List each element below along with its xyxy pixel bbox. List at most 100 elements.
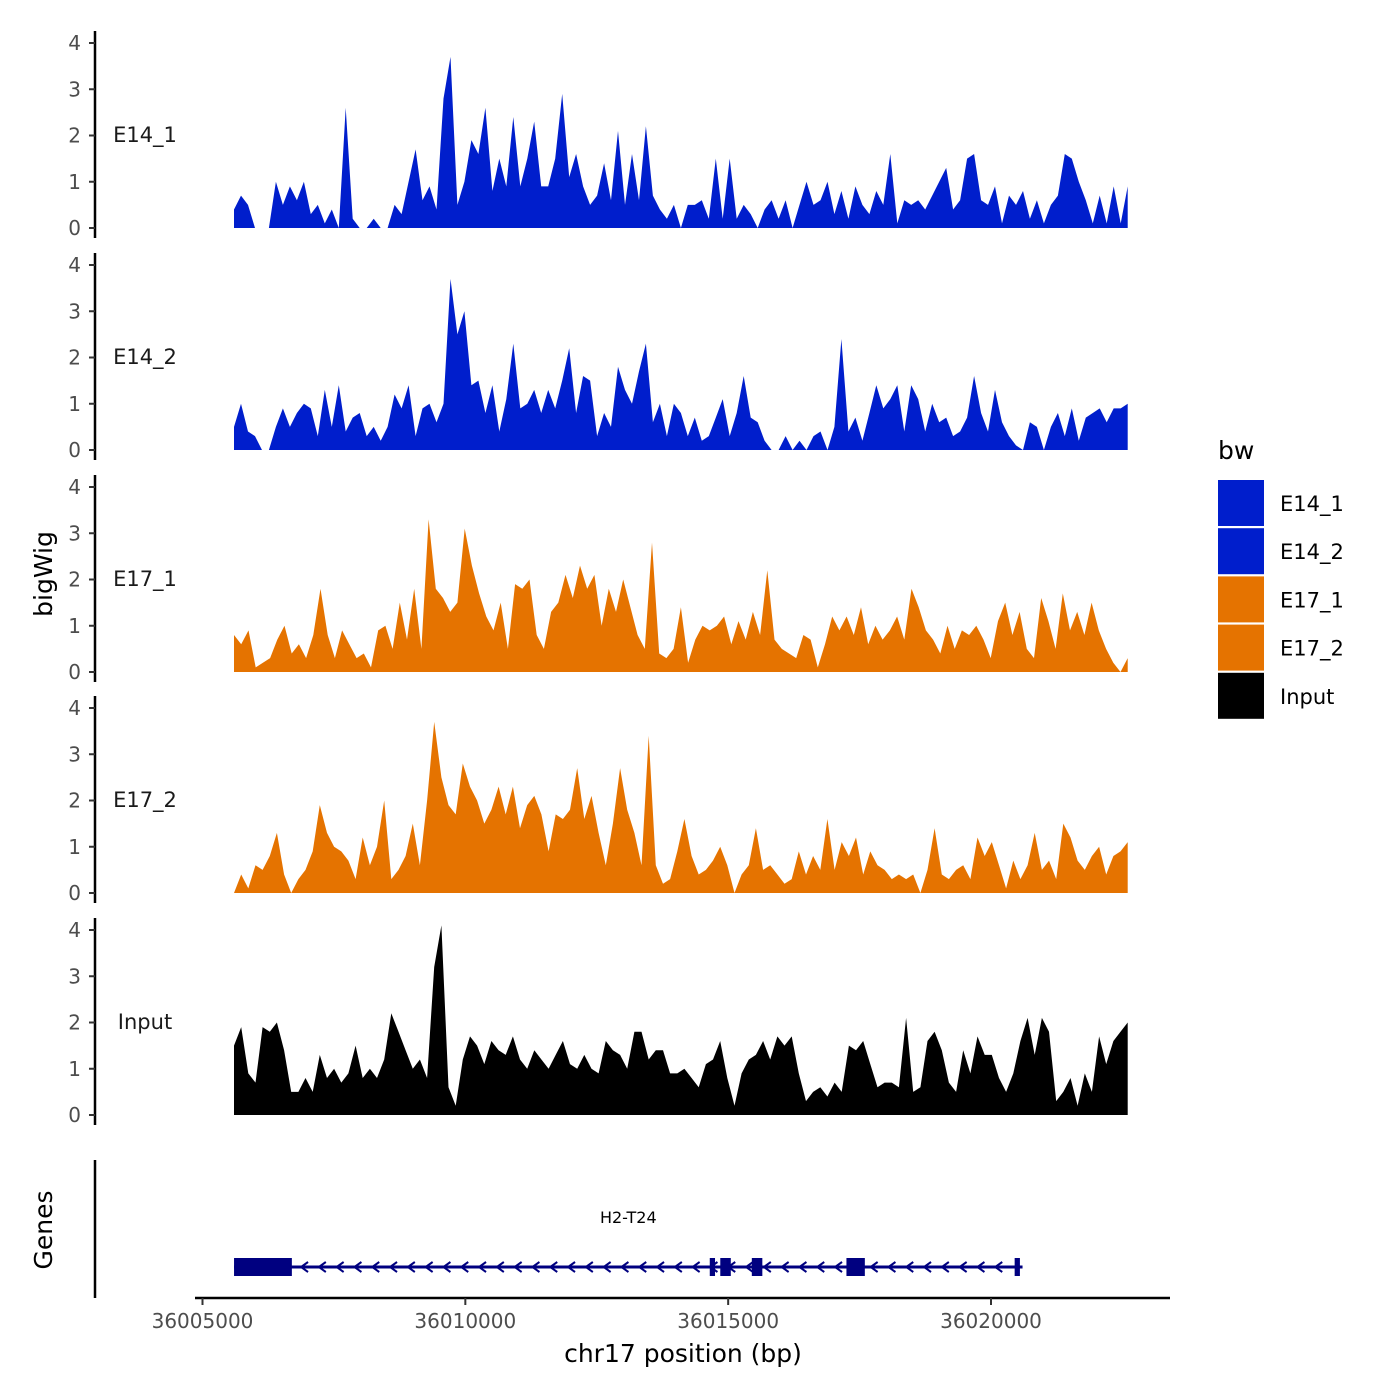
legend-label: E17_1 — [1280, 588, 1344, 613]
strand-arrow — [815, 1261, 825, 1273]
y-tick-label: 0 — [68, 216, 81, 240]
strand-arrow — [370, 1261, 380, 1273]
track-e17-1: 0 1 2 3 4 E17_1 — [68, 475, 1128, 684]
legend-swatch — [1218, 528, 1264, 575]
strand-arrow — [779, 1261, 790, 1273]
strand-arrow — [744, 1261, 754, 1273]
gene-exon — [751, 1258, 763, 1276]
strand-arrow — [993, 1261, 1003, 1273]
y-tick-label: 4 — [68, 31, 81, 55]
strand-arrow — [922, 1261, 932, 1273]
y-tick-label: 3 — [68, 299, 81, 323]
strand-arrow — [673, 1261, 683, 1273]
track-label: Input — [118, 1010, 172, 1034]
strand-arrow — [957, 1261, 968, 1273]
y-tick-label: 2 — [68, 346, 81, 370]
y-tick-label: 1 — [68, 614, 81, 638]
track-label: E17_2 — [113, 788, 177, 813]
x-tick-label: 36005000 — [152, 1309, 254, 1333]
strand-arrow — [548, 1261, 558, 1273]
bigwig-tracks: 0 1 2 3 4 E14_1 0 1 2 3 4 E14_2 0 1 2 3 4 E17_1 0 1 2 3 4 E17_2… — [68, 31, 1128, 1127]
track-e14-2: 0 1 2 3 4 E14_2 — [68, 253, 1128, 462]
y-tick-label: 4 — [68, 918, 81, 942]
strand-arrow — [904, 1261, 914, 1273]
y-tick-label: 3 — [68, 742, 81, 766]
x-tick-label: 36015000 — [677, 1309, 779, 1333]
strand-arrow — [637, 1261, 647, 1273]
genes-axis-title: Genes — [29, 1190, 58, 1269]
legend-swatch — [1218, 480, 1264, 526]
signal-area-e14-1 — [234, 56, 1128, 229]
strand-arrow — [477, 1261, 487, 1273]
legend-label: Input — [1280, 685, 1334, 709]
strand-arrow — [566, 1261, 576, 1273]
strand-arrow — [833, 1261, 843, 1273]
track-label: E14_1 — [113, 123, 177, 148]
strand-arrow — [459, 1261, 469, 1273]
strand-arrow — [584, 1261, 594, 1273]
strand-arrow — [797, 1261, 808, 1273]
gene-exon — [709, 1258, 716, 1276]
y-tick-label: 0 — [68, 881, 81, 905]
y-tick-label: 0 — [68, 1103, 81, 1127]
strand-arrow — [886, 1261, 897, 1273]
legend-label: E14_2 — [1280, 540, 1344, 565]
strand-arrow — [868, 1261, 879, 1273]
strand-arrow — [512, 1261, 523, 1273]
y-tick-label: 4 — [68, 253, 81, 277]
y-tick-label: 3 — [68, 964, 81, 988]
strand-arrow — [441, 1261, 452, 1273]
y-tick-label: 2 — [68, 1011, 81, 1035]
strand-arrow — [975, 1261, 986, 1273]
strand-arrow — [352, 1261, 363, 1273]
x-tick-label: 36020000 — [940, 1309, 1042, 1333]
signal-area-e14-2 — [234, 278, 1128, 450]
x-axis-title: chr17 position (bp) — [564, 1339, 802, 1368]
y-axis-title: bigWig — [29, 531, 58, 617]
strand-arrow — [530, 1261, 541, 1273]
track-label: E14_2 — [113, 345, 177, 370]
x-axis: 36005000 36010000 36015000 36020000 — [152, 1296, 1170, 1333]
gene-exon — [1014, 1258, 1020, 1276]
y-tick-label: 1 — [68, 392, 81, 416]
strand-arrow — [406, 1261, 416, 1273]
signal-area-e17-1 — [234, 519, 1128, 672]
y-tick-label: 3 — [68, 521, 81, 545]
track-e17-2: 0 1 2 3 4 E17_2 — [68, 696, 1128, 905]
signal-area-e17-2 — [234, 721, 1128, 893]
legend-swatch — [1218, 576, 1264, 623]
strand-arrow — [601, 1261, 612, 1273]
y-tick-label: 1 — [68, 835, 81, 859]
legend-label: E14_1 — [1280, 492, 1344, 517]
y-tick-label: 1 — [68, 170, 81, 194]
gene-exon — [234, 1258, 292, 1276]
legend: bw E14_1 E14_2 E17_1 E17_2 Input — [1218, 436, 1344, 719]
strand-arrow — [690, 1261, 701, 1273]
track-e14-1: 0 1 2 3 4 E14_1 — [68, 31, 1128, 240]
y-tick-label: 2 — [68, 789, 81, 813]
y-tick-label: 0 — [68, 660, 81, 684]
y-tick-label: 1 — [68, 1057, 81, 1081]
gene-exon — [720, 1258, 731, 1276]
genes-track: Genes H2-T24 — [29, 1160, 1023, 1298]
track-input: 0 1 2 3 4 Input — [68, 918, 1128, 1127]
y-tick-label: 3 — [68, 77, 81, 101]
y-tick-label: 2 — [68, 568, 81, 592]
strand-arrow — [495, 1261, 505, 1273]
strand-arrow — [317, 1261, 327, 1273]
legend-swatch — [1218, 672, 1264, 719]
gene-name-label: H2-T24 — [600, 1208, 657, 1227]
y-tick-label: 4 — [68, 475, 81, 499]
strand-arrow — [940, 1261, 950, 1273]
strand-arrow — [423, 1261, 434, 1273]
y-tick-label: 4 — [68, 696, 81, 720]
legend-title: bw — [1218, 436, 1254, 465]
legend-label: E17_2 — [1280, 637, 1344, 662]
track-label: E17_1 — [113, 567, 177, 592]
strand-arrow — [299, 1261, 309, 1273]
strand-arrow — [762, 1261, 772, 1273]
strand-arrow — [619, 1261, 630, 1273]
gene-model — [234, 1258, 1023, 1276]
x-tick-label: 36010000 — [414, 1309, 516, 1333]
